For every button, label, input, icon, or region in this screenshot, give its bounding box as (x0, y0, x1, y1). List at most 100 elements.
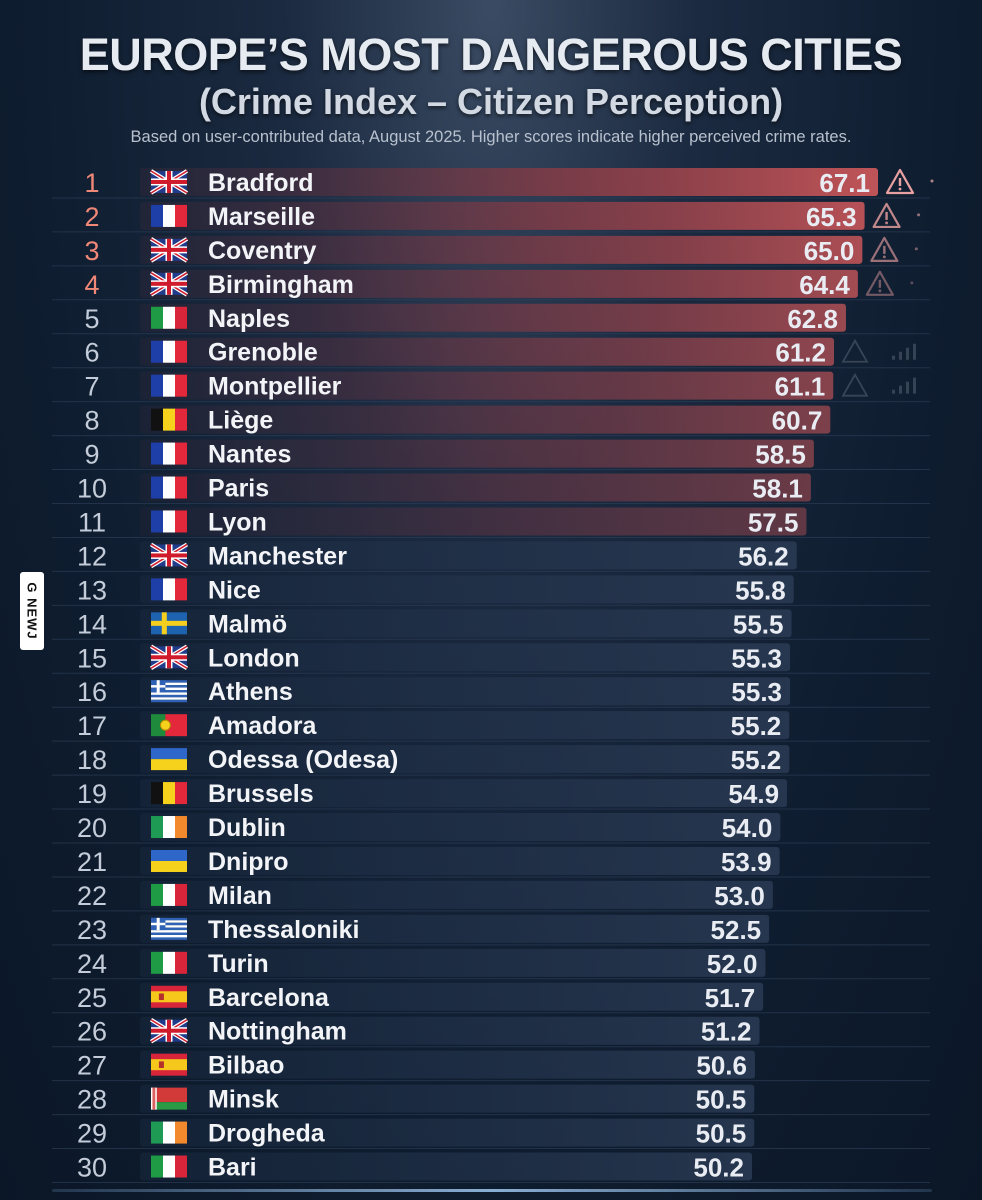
chart-row: 7 Montpellier 61.1 (52, 371, 930, 403)
city-label: Bari (208, 1154, 257, 1182)
value-label: 53.0 (714, 881, 765, 911)
france-flag-icon (151, 340, 187, 363)
bar (140, 575, 794, 604)
city-label: Nottingham (208, 1018, 347, 1046)
bar (140, 1016, 760, 1045)
bar (140, 846, 780, 875)
uk-flag-icon (149, 271, 189, 297)
value-label: 52.0 (707, 949, 758, 979)
italy-flag-icon (151, 1155, 187, 1178)
value-label: 54.0 (722, 813, 773, 843)
value-label: 55.5 (733, 609, 784, 639)
bar (140, 201, 865, 230)
faint-signal-bars-icon (892, 377, 916, 394)
rank-label: 27 (77, 1051, 107, 1081)
rank-label: 10 (77, 474, 107, 504)
rank-label: 29 (77, 1119, 107, 1149)
bar (140, 269, 858, 298)
rank-label: 12 (77, 541, 107, 571)
warning-triangle-icon (870, 236, 918, 262)
chart-row: 12 Manchester 56.2 (52, 541, 930, 572)
france-flag-icon (151, 374, 187, 397)
rank-label: 2 (84, 202, 99, 232)
ukraine-flag-icon (151, 849, 187, 872)
value-label: 55.2 (731, 745, 782, 775)
rank-label: 7 (84, 372, 99, 402)
chart-row: 25 Barcelona 51.7 (52, 982, 930, 1014)
bar (140, 982, 764, 1011)
italy-flag-icon (151, 306, 187, 329)
chart-row: 14 Malmö 55.5 (52, 609, 930, 640)
chart-row: 24 Turin 52.0 (52, 948, 930, 980)
rank-label: 24 (77, 949, 107, 979)
watermark-badge: G NEWJ (20, 572, 44, 650)
faint-warning-icon (841, 338, 916, 363)
spain-flag-icon (151, 985, 187, 1008)
value-label: 58.1 (752, 474, 803, 504)
rank-label: 14 (77, 609, 107, 639)
city-label: Barcelona (208, 984, 330, 1012)
rank-label: 13 (77, 575, 107, 605)
chart-row: 27 Bilbao 50.6 (52, 1050, 930, 1082)
bar (140, 167, 878, 196)
value-label: 50.6 (696, 1051, 747, 1081)
city-label: Naples (208, 305, 290, 333)
city-label: Bilbao (208, 1052, 284, 1080)
city-label: Manchester (208, 542, 347, 570)
bar (140, 371, 834, 400)
rank-label: 28 (77, 1085, 107, 1115)
city-label: Brussels (208, 780, 314, 808)
bar (140, 473, 811, 502)
value-label: 52.5 (711, 915, 762, 945)
bar (140, 507, 807, 536)
value-label: 61.2 (775, 338, 826, 368)
value-label: 51.7 (705, 983, 756, 1013)
bar (140, 813, 781, 842)
value-label: 67.1 (819, 168, 870, 198)
chart-row: 23 Thessaloniki 52.5 (52, 914, 930, 946)
warning-triangle-icon (865, 270, 914, 296)
france-flag-icon (151, 578, 187, 601)
chart-row: 18 Odessa (Odesa) 55.2 (52, 745, 930, 776)
chart-row: 13 Nice 55.8 (52, 575, 930, 606)
city-label: Turin (208, 950, 269, 978)
value-label: 61.1 (775, 372, 826, 402)
uk-flag-icon (149, 169, 189, 195)
bar (140, 711, 790, 740)
bar (140, 405, 831, 434)
bar (140, 643, 791, 672)
value-label: 51.2 (701, 1017, 752, 1047)
city-label: Liège (208, 407, 273, 435)
city-label: Coventry (208, 237, 316, 265)
rank-label: 4 (84, 270, 99, 300)
city-label: Drogheda (208, 1120, 326, 1148)
warning-triangle-icon (885, 168, 934, 195)
city-label: Athens (208, 678, 293, 706)
city-label: Montpellier (208, 373, 342, 401)
belarus-flag-icon (151, 1087, 187, 1110)
city-label: Paris (208, 475, 269, 503)
chart-row: 15 London 55.3 (52, 643, 930, 674)
chart-row: 11 Lyon 57.5 (52, 507, 930, 538)
value-label: 55.8 (735, 575, 786, 605)
bar (140, 609, 792, 638)
value-label: 55.2 (731, 711, 782, 741)
city-label: Thessaloniki (208, 916, 359, 944)
value-label: 56.2 (738, 541, 789, 571)
value-label: 62.8 (787, 304, 838, 334)
chart-row: 19 Brussels 54.9 (52, 779, 930, 810)
bar (140, 541, 797, 570)
rank-label: 16 (77, 677, 107, 707)
city-label: Dnipro (208, 848, 289, 876)
france-flag-icon (151, 510, 187, 533)
rank-label: 9 (84, 440, 99, 470)
chart-row: 5 Naples 62.8 (52, 303, 930, 335)
city-label: Odessa (Odesa) (208, 746, 398, 774)
rank-label: 25 (77, 983, 107, 1013)
chart-row: 4 Birmingham 64.4 (52, 269, 930, 301)
city-label: Marseille (208, 203, 315, 231)
portugal-flag-icon (151, 714, 187, 737)
chart-row: 6 Grenoble 61.2 (52, 337, 930, 369)
value-label: 58.5 (755, 440, 806, 470)
